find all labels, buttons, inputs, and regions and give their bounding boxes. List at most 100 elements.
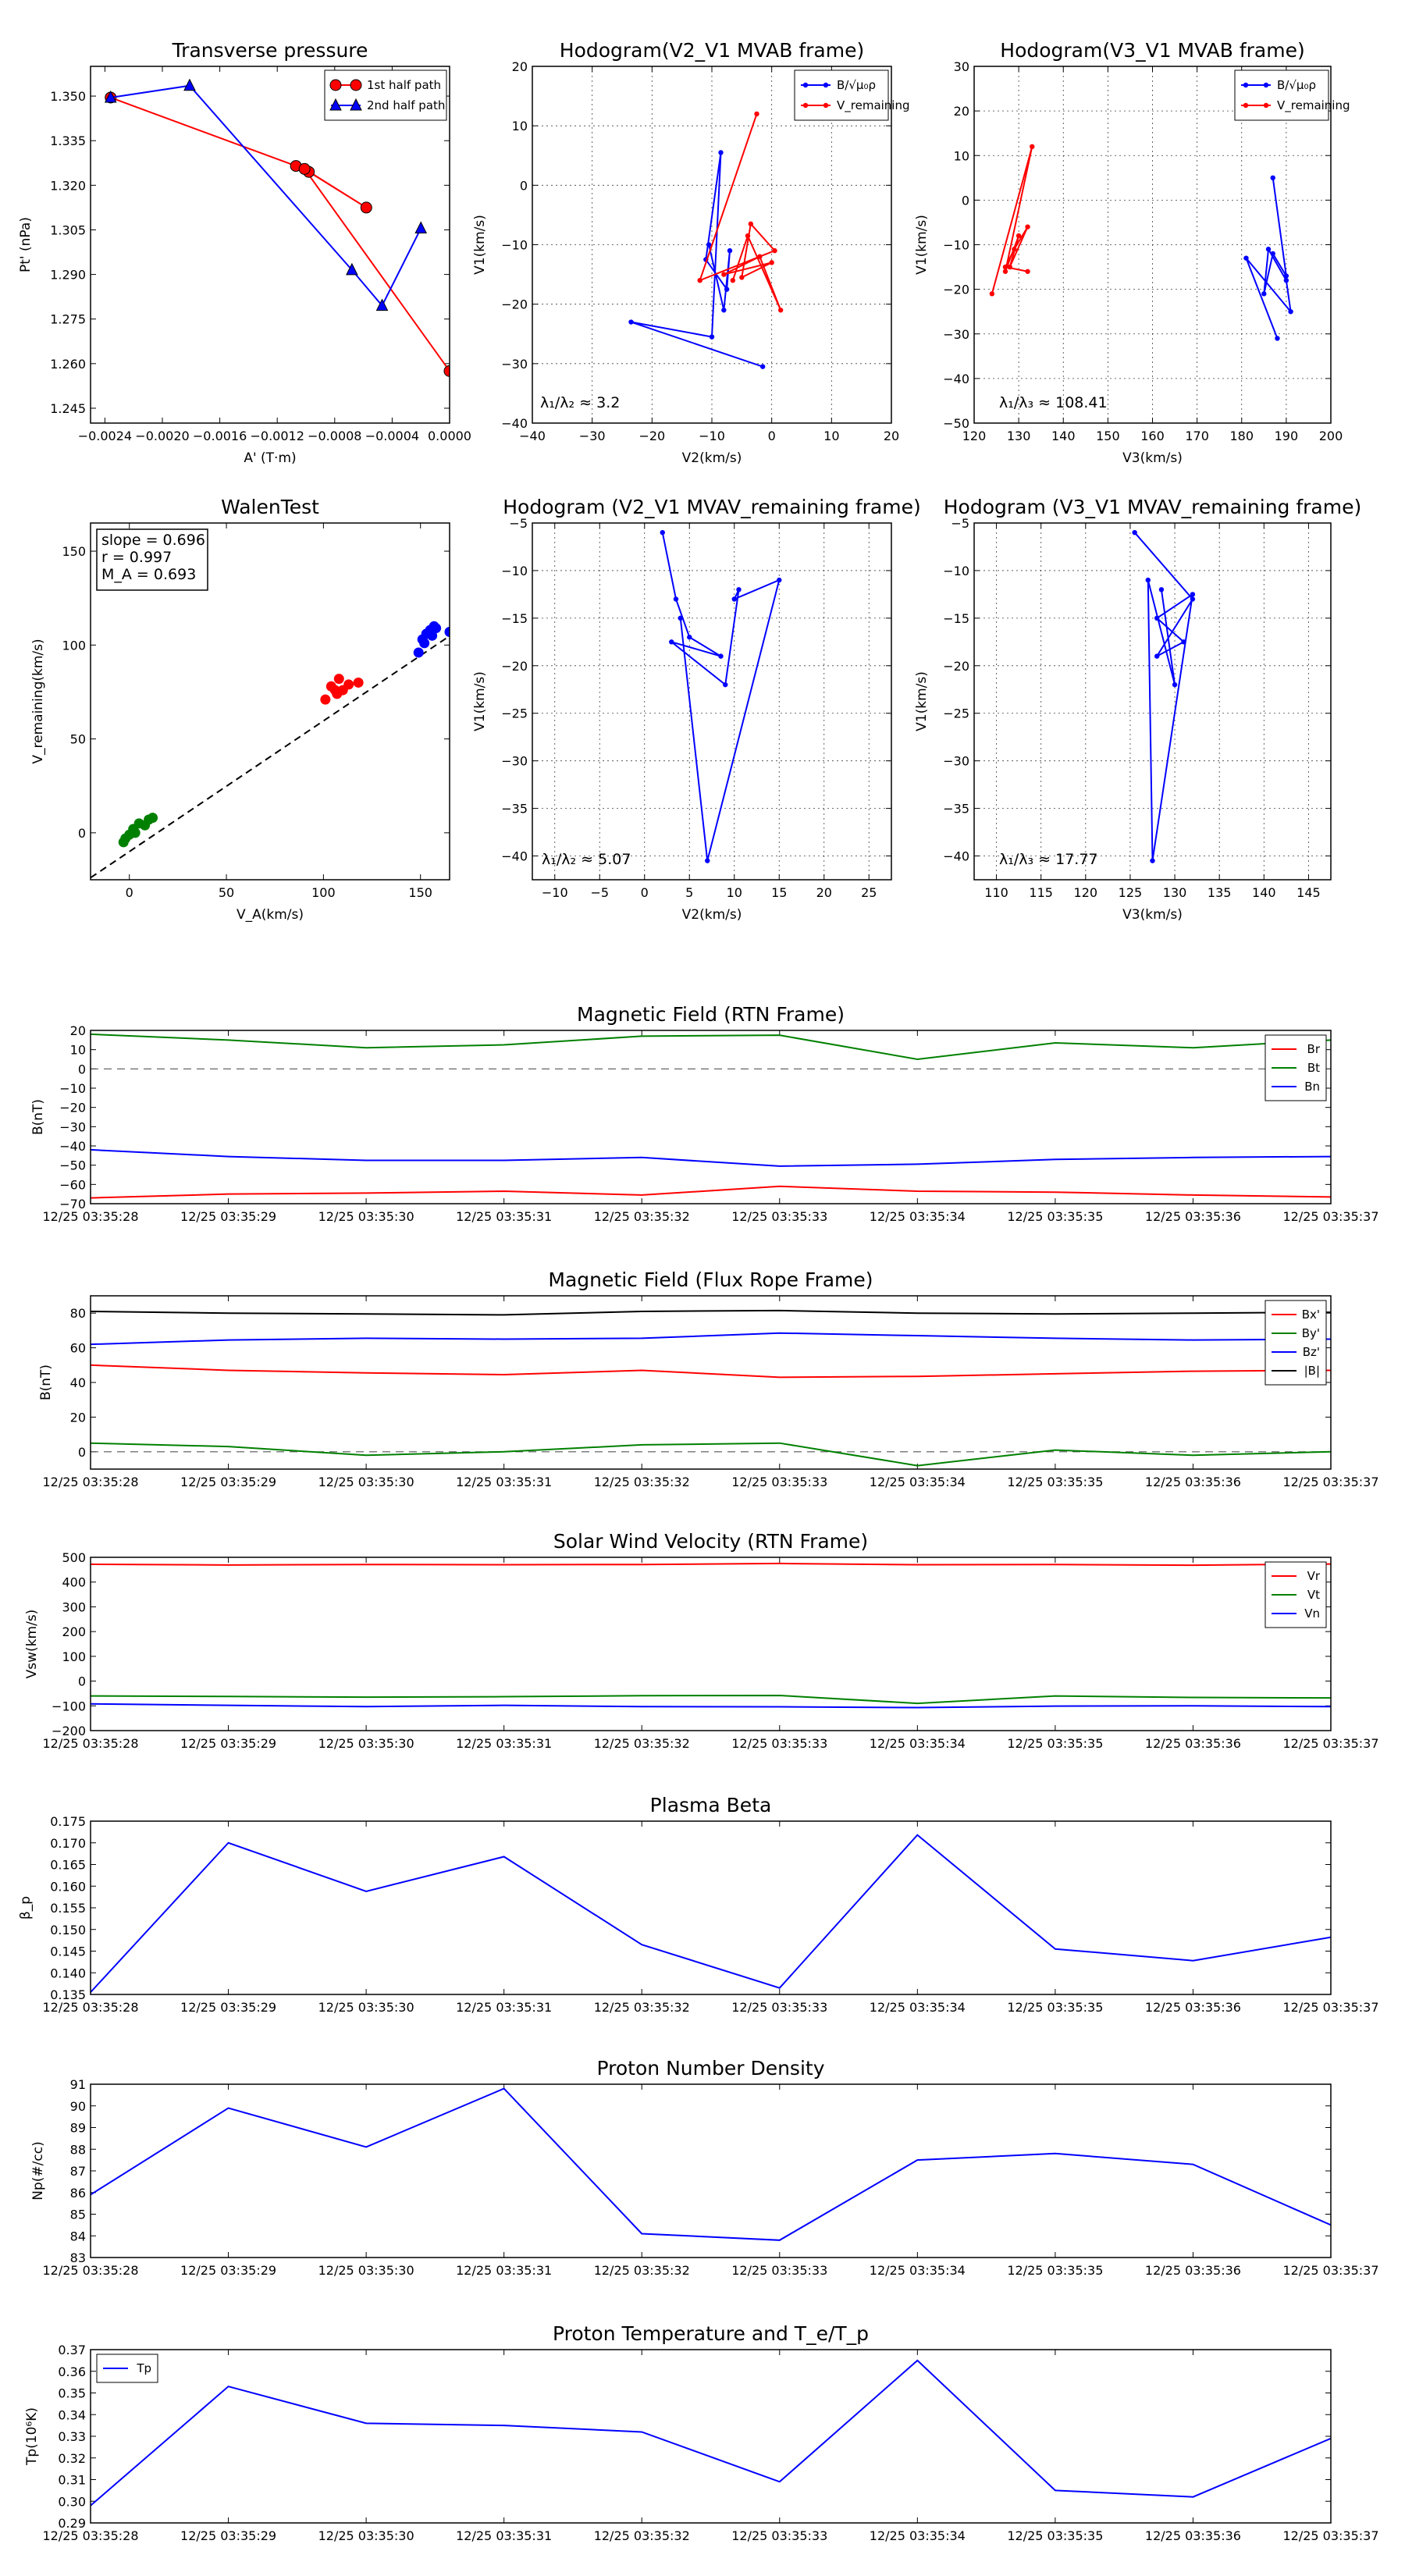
y-tick-label: −10	[943, 564, 969, 578]
legend-marker	[823, 82, 829, 88]
x-tick-label: 110	[984, 885, 1008, 900]
legend-label: Tp	[136, 2361, 151, 2375]
x-tick-label: 12/25 03:35:34	[870, 2528, 966, 2543]
y-tick-label: 300	[62, 1599, 86, 1614]
data-point	[745, 233, 751, 239]
data-point	[709, 334, 715, 340]
chart-title: Hodogram(V2_V1 MVAB frame)	[560, 39, 864, 62]
data-point	[1030, 144, 1035, 150]
x-tick-label: 15	[771, 885, 787, 900]
x-tick-label: 180	[1229, 429, 1254, 443]
y-tick-label: 0.145	[50, 1944, 86, 1959]
data-point	[1270, 251, 1275, 257]
data-point	[1158, 587, 1165, 592]
x-tick-label: 12/25 03:35:31	[456, 1736, 552, 1751]
data-point	[628, 319, 634, 325]
x-tick-label: 100	[311, 885, 336, 900]
x-tick-label: 12/25 03:35:28	[42, 2263, 138, 2278]
y-tick-label: 100	[62, 1649, 86, 1664]
y-tick-label: 1.350	[50, 89, 86, 104]
x-tick-label: 12/25 03:35:31	[456, 2528, 552, 2543]
y-tick-label: 500	[62, 1550, 86, 1565]
x-tick-label: 5	[685, 885, 693, 900]
y-tick-label: 1.290	[50, 268, 86, 283]
data-point	[687, 635, 692, 640]
x-tick-label: 12/25 03:35:30	[318, 2000, 414, 2015]
legend-label: V_remaining	[837, 98, 910, 113]
y-tick-label: 0.33	[58, 2429, 86, 2444]
chart-title: Plasma Beta	[650, 1794, 772, 1816]
data-point	[95, 881, 105, 891]
y-tick-label: −40	[59, 1139, 86, 1154]
data-point	[444, 627, 450, 638]
x-tick-label: 12/25 03:35:30	[318, 1475, 414, 1489]
x-tick-label: 12/25 03:35:28	[42, 2000, 138, 2015]
axes-frame	[90, 2349, 1332, 2524]
y-tick-label: 1.275	[50, 312, 86, 327]
data-point	[723, 681, 728, 688]
x-tick-label: 200	[1319, 429, 1343, 443]
y-tick-label: 0.155	[50, 1901, 86, 1916]
data-point	[1190, 592, 1196, 597]
series-line-by	[91, 1442, 1331, 1467]
x-tick-label: −0.0004	[365, 429, 419, 443]
x-axis-label: A' (T·m)	[244, 450, 296, 466]
y-tick-label: −30	[943, 754, 969, 769]
legend-marker	[823, 102, 829, 109]
x-tick-label: 12/25 03:35:36	[1145, 1736, 1241, 1751]
y-tick-label: −5	[951, 516, 969, 531]
data-point	[298, 162, 311, 175]
data-point	[343, 679, 354, 690]
y-axis-label: V1(km/s)	[914, 215, 930, 275]
y-axis-label: V_remaining(km/s)	[30, 639, 46, 763]
x-tick-label: 12/25 03:35:37	[1282, 2263, 1378, 2278]
data-point	[1261, 291, 1267, 297]
plot-area	[989, 144, 1293, 341]
y-tick-label: −25	[501, 706, 528, 721]
x-axis-label: V2(km/s)	[682, 907, 742, 923]
y-tick-label: −5	[509, 516, 528, 531]
x-tick-label: 12/25 03:35:36	[1145, 2263, 1241, 2278]
y-tick-label: 0.135	[50, 1987, 86, 2002]
y-tick-label: −15	[943, 611, 969, 626]
y-tick-label: −30	[943, 327, 969, 342]
plot-area	[91, 621, 450, 891]
y-tick-label: 0.30	[58, 2494, 86, 2509]
plot-area	[91, 2359, 1331, 2507]
y-tick-label: −100	[52, 1699, 86, 1713]
data-point	[721, 272, 727, 277]
data-point	[731, 596, 737, 602]
legend-label: B/√μ₀ρ	[1277, 78, 1316, 92]
series-line-b	[91, 1309, 1331, 1316]
hodo_v2v1_mvab-panel: −40 −30 −20 −10 0 10 20 −40 −30 −20 −10 0 10 20 Hodogr…	[472, 39, 910, 466]
x-tick-label: 170	[1185, 429, 1209, 443]
y-tick-label: 87	[70, 2164, 86, 2179]
y-tick-label: −20	[943, 659, 969, 674]
y-tick-label: 150	[62, 544, 86, 559]
x-tick-label: 20	[884, 429, 899, 443]
y-tick-label: 0.150	[50, 1923, 86, 1937]
legend-box	[1234, 69, 1329, 121]
y-axis-label: Np(#/cc)	[30, 2141, 46, 2200]
y-tick-label: 10	[512, 119, 528, 133]
x-tick-label: 145	[1297, 885, 1321, 900]
axes-frame	[90, 2083, 1332, 2258]
fit-line	[91, 635, 450, 879]
x-tick-label: 12/25 03:35:33	[731, 2528, 827, 2543]
velocity_rtn-panel: 12/25 03:35:28 12/25 03:35:29 12/25 03:35:…	[24, 1530, 1379, 1751]
x-tick-label: 12/25 03:35:30	[318, 1209, 414, 1224]
x-tick-label: 12/25 03:35:30	[318, 1736, 414, 1751]
data-point	[1150, 858, 1155, 863]
axes-frame	[90, 66, 450, 424]
proton_density-panel: 12/25 03:35:28 12/25 03:35:29 12/25 03:35:…	[30, 2057, 1379, 2278]
data-point	[1016, 233, 1022, 239]
x-tick-label: 12/25 03:35:36	[1145, 1209, 1241, 1224]
y-tick-label: 91	[70, 2077, 86, 2092]
series-line-b	[1133, 532, 1194, 861]
data-point	[1190, 596, 1196, 602]
y-tick-label: −10	[943, 238, 969, 253]
legend-label: Vt	[1307, 1588, 1320, 1602]
y-tick-label: −20	[59, 1101, 86, 1115]
data-point	[333, 674, 344, 685]
data-point	[1007, 264, 1012, 270]
